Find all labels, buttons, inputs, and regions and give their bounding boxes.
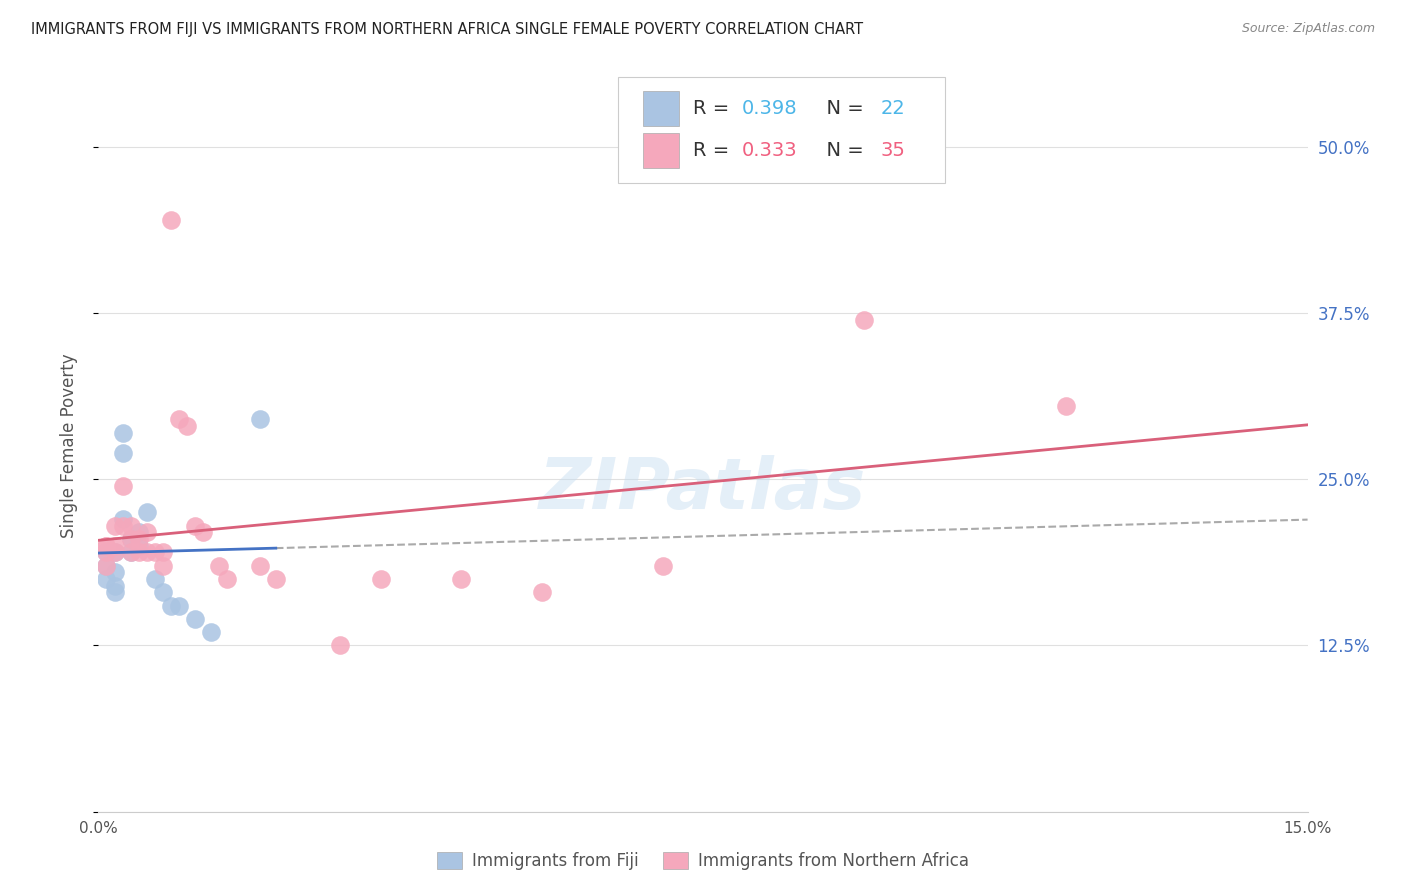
Point bbox=[217, 572, 239, 586]
Point bbox=[176, 419, 198, 434]
Point bbox=[103, 545, 125, 559]
Text: 0.398: 0.398 bbox=[742, 99, 797, 119]
FancyBboxPatch shape bbox=[619, 77, 945, 183]
Point bbox=[96, 558, 118, 573]
Point bbox=[103, 539, 125, 553]
Point bbox=[370, 572, 392, 586]
Point bbox=[193, 525, 215, 540]
Point bbox=[160, 213, 183, 227]
Point bbox=[96, 572, 118, 586]
Y-axis label: Single Female Poverty: Single Female Poverty bbox=[59, 354, 77, 538]
Point bbox=[96, 539, 118, 553]
Point bbox=[120, 545, 142, 559]
Text: Source: ZipAtlas.com: Source: ZipAtlas.com bbox=[1241, 22, 1375, 36]
Point bbox=[103, 518, 125, 533]
Point bbox=[450, 572, 472, 586]
Point bbox=[208, 558, 231, 573]
Point bbox=[103, 585, 125, 599]
Point bbox=[143, 572, 166, 586]
Point bbox=[329, 639, 352, 653]
Point bbox=[96, 545, 118, 559]
Point bbox=[853, 312, 876, 326]
Point bbox=[103, 579, 125, 593]
Point bbox=[184, 612, 207, 626]
Text: ZIPatlas: ZIPatlas bbox=[540, 456, 866, 524]
Point bbox=[200, 625, 222, 640]
Point bbox=[120, 532, 142, 546]
Point bbox=[111, 518, 134, 533]
Text: 22: 22 bbox=[880, 99, 905, 119]
Point bbox=[143, 545, 166, 559]
Point bbox=[160, 599, 183, 613]
Point bbox=[135, 545, 157, 559]
Text: 35: 35 bbox=[880, 141, 905, 160]
Text: R =: R = bbox=[693, 141, 735, 160]
FancyBboxPatch shape bbox=[643, 91, 679, 127]
Point bbox=[103, 545, 125, 559]
Point bbox=[167, 599, 190, 613]
Point bbox=[111, 479, 134, 493]
Point bbox=[103, 566, 125, 580]
Point bbox=[135, 525, 157, 540]
Point bbox=[135, 506, 157, 520]
Point bbox=[651, 558, 673, 573]
Point bbox=[128, 545, 150, 559]
Point bbox=[152, 558, 174, 573]
Point bbox=[111, 425, 134, 440]
Point bbox=[249, 558, 271, 573]
Point bbox=[184, 518, 207, 533]
Text: R =: R = bbox=[693, 99, 735, 119]
Point bbox=[120, 545, 142, 559]
Point bbox=[96, 545, 118, 559]
Point bbox=[128, 525, 150, 540]
Point bbox=[96, 558, 118, 573]
Point bbox=[152, 545, 174, 559]
Point bbox=[249, 412, 271, 426]
Point bbox=[120, 518, 142, 533]
Point bbox=[128, 532, 150, 546]
Text: N =: N = bbox=[814, 141, 870, 160]
Point bbox=[111, 512, 134, 526]
Point bbox=[167, 412, 190, 426]
FancyBboxPatch shape bbox=[643, 133, 679, 168]
Text: 0.333: 0.333 bbox=[742, 141, 797, 160]
Point bbox=[111, 445, 134, 459]
Point bbox=[264, 572, 287, 586]
Point bbox=[1054, 399, 1077, 413]
Point bbox=[530, 585, 553, 599]
Point bbox=[120, 532, 142, 546]
Point bbox=[152, 585, 174, 599]
Text: N =: N = bbox=[814, 99, 870, 119]
Legend: Immigrants from Fiji, Immigrants from Northern Africa: Immigrants from Fiji, Immigrants from No… bbox=[430, 845, 976, 877]
Point bbox=[96, 539, 118, 553]
Point bbox=[128, 539, 150, 553]
Text: IMMIGRANTS FROM FIJI VS IMMIGRANTS FROM NORTHERN AFRICA SINGLE FEMALE POVERTY CO: IMMIGRANTS FROM FIJI VS IMMIGRANTS FROM … bbox=[31, 22, 863, 37]
